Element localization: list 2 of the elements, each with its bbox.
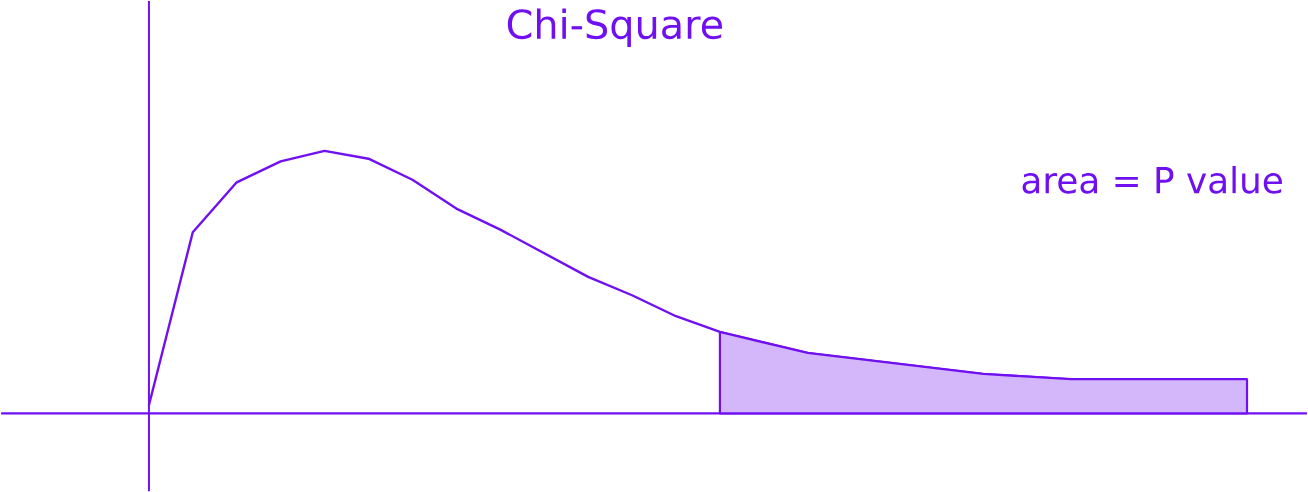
chart-title: Chi-Square <box>507 8 723 47</box>
annotation: area = P value <box>1022 165 1282 194</box>
